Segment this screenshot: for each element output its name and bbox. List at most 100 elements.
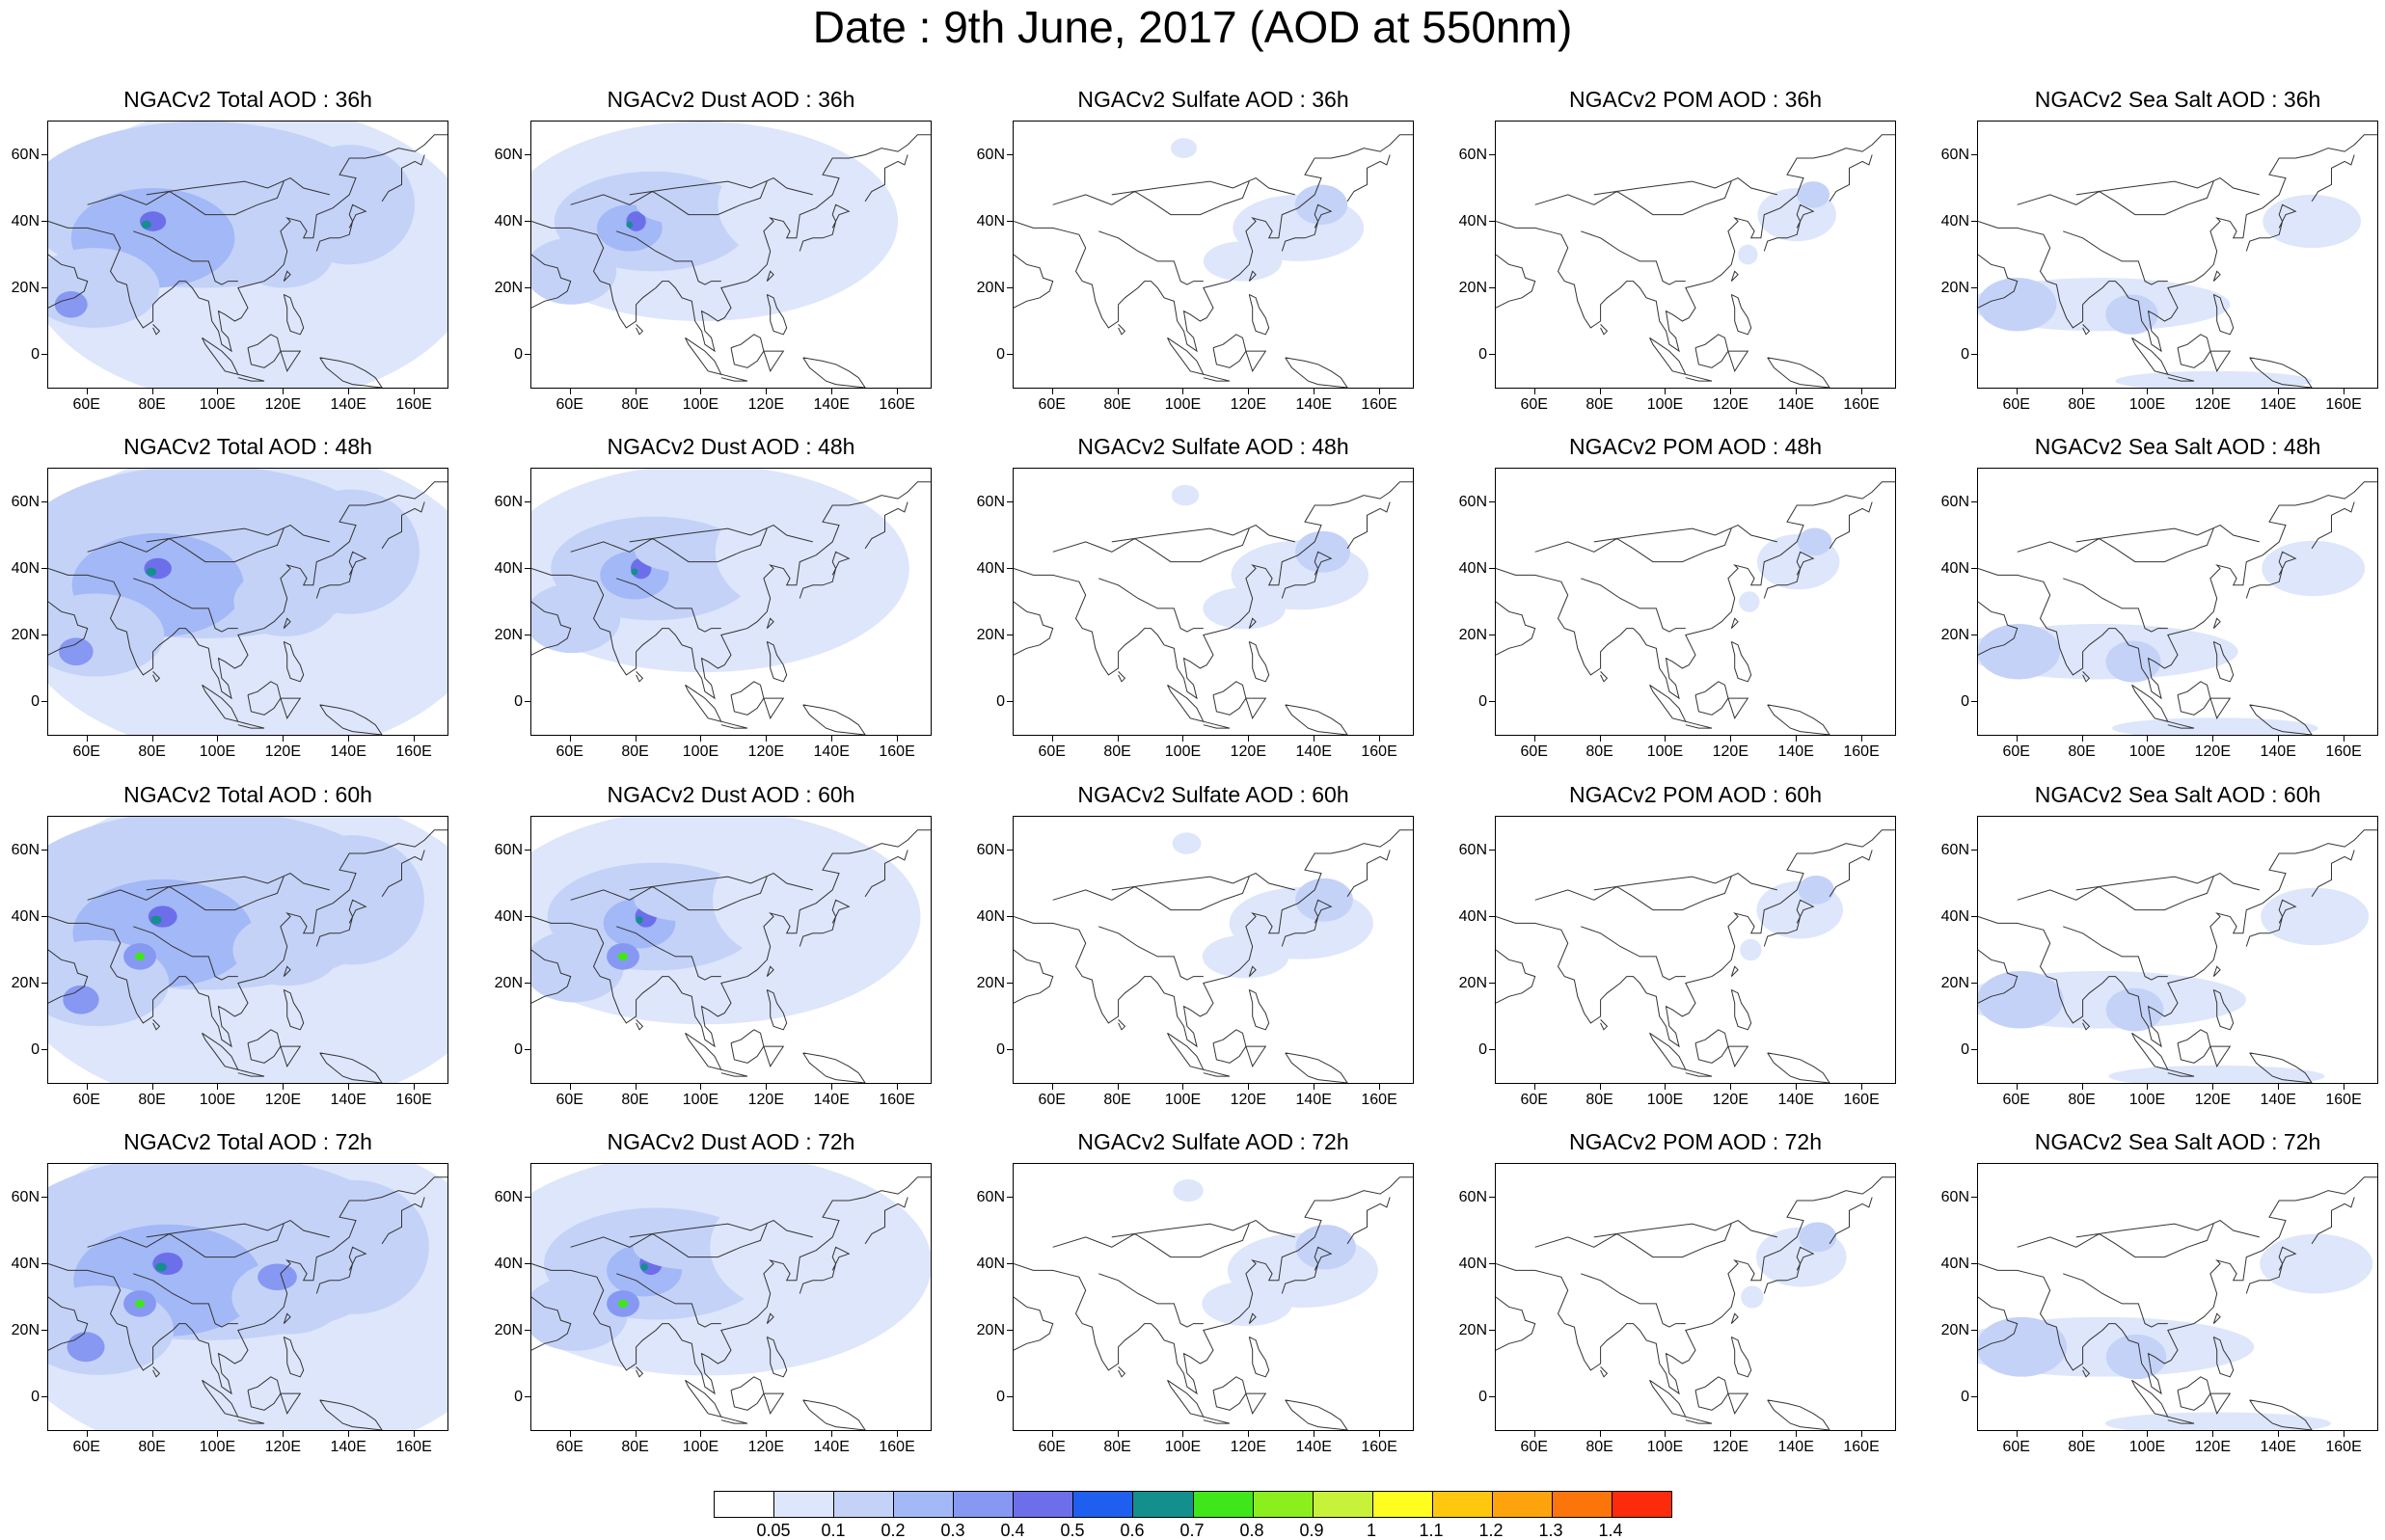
lat-tick	[41, 153, 47, 155]
lat-tick-label: 60N	[976, 493, 1005, 510]
aod-contour-blob	[2105, 294, 2158, 335]
panel-title: NGACv2 Sulfate AOD : 36h	[1077, 87, 1349, 112]
lon-tick-label: 80E	[2068, 396, 2096, 413]
lat-tick-label: 0	[514, 692, 523, 710]
lat-tick-label: 60N	[1940, 1188, 1969, 1205]
lon-tick	[151, 1084, 153, 1090]
lon-tick	[414, 736, 416, 742]
lat-tick-label: 0	[996, 1388, 1005, 1405]
colorbar-swatch	[1133, 1492, 1194, 1517]
aod-field-map	[531, 469, 931, 735]
lat-tick-label: 20N	[1940, 279, 1969, 296]
lon-tick	[86, 1431, 88, 1437]
lat-tick	[1007, 1395, 1013, 1397]
lat-tick	[1489, 153, 1495, 155]
lon-tick-label: 120E	[264, 396, 301, 413]
lat-tick	[1971, 982, 1977, 984]
coastline	[1014, 829, 1413, 1083]
lon-tick-label: 140E	[1777, 743, 1814, 760]
colorbar	[714, 1491, 1672, 1518]
aod-field-map	[1496, 481, 1895, 735]
lon-tick-label: 60E	[1520, 1439, 1548, 1455]
lat-tick-label: 60N	[11, 841, 40, 858]
lat-tick	[1489, 220, 1495, 222]
lat-tick	[525, 567, 530, 569]
aod-contour-blob	[59, 637, 94, 666]
lat-tick-label: 60N	[494, 1188, 523, 1205]
colorbar-swatch	[1193, 1492, 1254, 1517]
lon-tick-label: 100E	[1646, 1092, 1684, 1108]
colorbar-label: 0.1	[821, 1521, 846, 1540]
lon-tick-label: 160E	[1361, 1439, 1397, 1455]
lon-tick	[2147, 736, 2149, 742]
coastline	[531, 134, 931, 388]
lat-tick-label: 0	[31, 1040, 40, 1058]
lon-tick	[831, 1084, 833, 1090]
lon-tick	[1379, 736, 1381, 742]
aod-field-map	[48, 1164, 447, 1430]
lat-tick-label: 40N	[11, 559, 40, 577]
lat-tick	[41, 915, 47, 917]
lat-tick	[41, 1262, 47, 1264]
lon-tick	[1117, 736, 1119, 742]
lon-tick-label: 100E	[1164, 396, 1202, 413]
lon-tick-label: 80E	[621, 743, 649, 760]
coastline	[48, 481, 447, 735]
colorbar-label: 1.1	[1419, 1521, 1444, 1540]
lat-tick-label: 60N	[1940, 493, 1969, 510]
map-plot-area	[1977, 816, 2378, 1084]
colorbar-swatch	[1073, 1492, 1134, 1517]
lon-tick-label: 140E	[2260, 396, 2296, 413]
panel-title: NGACv2 Sulfate AOD : 48h	[1077, 434, 1349, 459]
aod-field-map	[531, 122, 931, 388]
aod-contour-blob	[2105, 1334, 2167, 1380]
lon-tick-label: 60E	[1520, 396, 1548, 413]
aod-field-map	[48, 122, 447, 388]
colorbar-swatch	[774, 1492, 835, 1517]
lon-tick	[1051, 1431, 1053, 1437]
lat-tick	[525, 1196, 530, 1198]
lon-tick-label: 100E	[2128, 1439, 2166, 1455]
lat-tick	[1971, 220, 1977, 222]
aod-contour-blob	[1739, 591, 1760, 612]
lat-tick	[1489, 1196, 1495, 1198]
aod-field-map	[531, 1164, 931, 1430]
lon-tick	[635, 389, 637, 394]
aod-contour-blob	[63, 985, 99, 1014]
lat-tick-label: 40N	[1940, 1255, 1969, 1272]
lat-tick	[1971, 286, 1977, 288]
lat-tick	[1971, 1196, 1977, 1198]
lat-tick-label: 0	[996, 692, 1005, 710]
lat-tick-label: 20N	[1940, 626, 1969, 643]
aod-contour-blob	[1173, 1179, 1204, 1202]
lon-tick	[766, 1431, 768, 1437]
lon-tick-label: 160E	[395, 396, 432, 413]
lon-tick-label: 100E	[1646, 1439, 1684, 1455]
map-plot-area	[1977, 1163, 2378, 1431]
colorbar-swatch	[954, 1492, 1015, 1517]
lon-tick	[1665, 736, 1667, 742]
lon-tick	[2278, 736, 2280, 742]
lat-tick-label: 60N	[1458, 146, 1487, 163]
panel-title: NGACv2 Dust AOD : 36h	[607, 87, 855, 112]
colorbar-label: 1	[1366, 1521, 1376, 1540]
coastline	[1014, 481, 1413, 735]
lon-tick	[1182, 389, 1184, 394]
lon-tick-label: 160E	[1361, 743, 1397, 760]
lon-tick	[2212, 389, 2214, 394]
lon-tick-label: 120E	[1712, 1439, 1748, 1455]
lon-tick	[283, 1431, 285, 1437]
aod-field-map	[1978, 829, 2377, 1083]
map-plot-area	[1495, 468, 1896, 736]
lat-tick	[41, 353, 47, 355]
lon-tick	[86, 736, 88, 742]
aod-contour-blob	[617, 1299, 629, 1309]
lat-tick-label: 40N	[494, 907, 523, 925]
lon-tick	[1599, 736, 1601, 742]
lat-tick	[525, 286, 530, 288]
aod-field-map	[1978, 481, 2377, 735]
lat-tick	[1971, 153, 1977, 155]
lat-tick-label: 0	[514, 345, 523, 363]
aod-contour-blob	[531, 583, 621, 654]
lon-tick	[151, 1431, 153, 1437]
